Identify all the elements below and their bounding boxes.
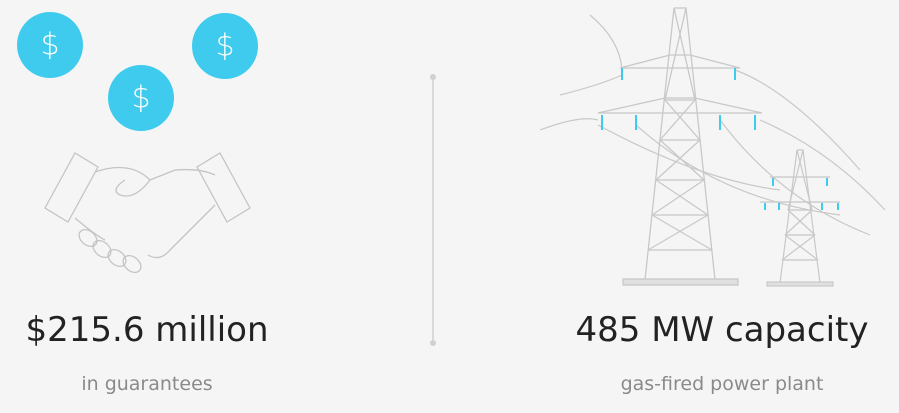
illustration: $ $ $ bbox=[0, 0, 899, 413]
stat-value: 485 MW capacity bbox=[522, 310, 899, 350]
stat-caption: in guarantees bbox=[0, 373, 347, 395]
coin-symbol: $ bbox=[131, 81, 150, 116]
divider bbox=[430, 74, 436, 346]
coin-symbol: $ bbox=[40, 28, 59, 63]
handshake-icon bbox=[45, 153, 250, 276]
coins: $ $ $ bbox=[17, 12, 258, 131]
tower-small bbox=[760, 150, 840, 286]
insulators bbox=[602, 68, 838, 210]
coin-symbol: $ bbox=[215, 29, 234, 64]
stat-value: $215.6 million bbox=[0, 310, 347, 350]
page: $ $ $ bbox=[0, 0, 899, 413]
tower-large bbox=[598, 8, 762, 285]
stat-caption: gas-fired power plant bbox=[522, 373, 899, 395]
